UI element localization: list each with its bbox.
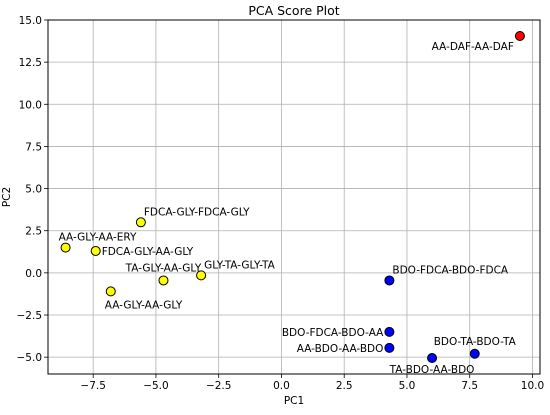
point-label: TA-GLY-AA-GLY bbox=[125, 262, 202, 274]
x-tick-label: −2.5 bbox=[206, 380, 232, 392]
x-tick-label: 2.5 bbox=[336, 380, 353, 392]
point-label: BDO-FDCA-BDO-AA bbox=[282, 327, 384, 339]
data-point-aa-gly-aa-gly bbox=[105, 286, 116, 297]
data-point-bdo-ta-bdo-ta bbox=[469, 348, 480, 359]
plot-frame bbox=[47, 19, 541, 375]
x-tick-label: 7.5 bbox=[461, 380, 478, 392]
y-tick-label: −2.5 bbox=[17, 310, 43, 322]
y-tick-label: 2.5 bbox=[25, 226, 42, 238]
x-axis-label: PC1 bbox=[284, 395, 304, 407]
data-point-ta-gly-aa-gly bbox=[158, 275, 169, 286]
point-label: AA-GLY-AA-GLY bbox=[105, 299, 183, 311]
y-tick-label: 7.5 bbox=[25, 141, 42, 153]
point-label: BDO-FDCA-BDO-FDCA bbox=[392, 264, 509, 276]
data-point-ta-bdo-aa-bdo bbox=[427, 352, 438, 363]
data-point-bdo-fdca-bdo-fdca bbox=[384, 275, 395, 286]
grid bbox=[48, 19, 540, 374]
x-tick-label: 5.0 bbox=[399, 380, 416, 392]
point-label: FDCA-GLY-AA-GLY bbox=[102, 246, 194, 258]
point-label: GLY-TA-GLY-TA bbox=[204, 259, 275, 271]
point-label: FDCA-GLY-FDCA-GLY bbox=[144, 206, 250, 218]
y-tick-label: 15.0 bbox=[19, 15, 42, 27]
x-tick-label: 10.0 bbox=[521, 380, 544, 392]
point-label: AA-DAF-AA-DAF bbox=[432, 41, 514, 53]
y-tick-label: 10.0 bbox=[19, 99, 42, 111]
y-tick-label: 5.0 bbox=[25, 184, 42, 196]
data-point-aa-gly-aa-ery bbox=[60, 242, 71, 253]
data-point-aa-bdo-aa-bdo bbox=[384, 342, 395, 353]
point-label: AA-GLY-AA-ERY bbox=[59, 232, 137, 244]
point-label: AA-BDO-AA-BDO bbox=[297, 343, 384, 355]
data-point-aa-daf-aa-daf bbox=[514, 31, 525, 42]
axis-ticks: −7.5 −5.0 −2.5 0.0 2.5 5.0 7.5 10.0 −5.0 −2.5 0.0 2… bbox=[17, 15, 545, 392]
data-point-bdo-fdca-bdo-aa bbox=[384, 326, 395, 337]
data-point-fdca-gly-aa-gly bbox=[90, 245, 101, 256]
y-tick-label: −5.0 bbox=[17, 352, 43, 364]
y-tick-label: 0.0 bbox=[25, 268, 42, 280]
y-tick-label: 12.5 bbox=[19, 57, 42, 69]
x-tick-label: −5.0 bbox=[143, 380, 169, 392]
y-axis-label: PC2 bbox=[1, 187, 13, 207]
chart-title: PCA Score Plot bbox=[248, 3, 339, 18]
x-tick-label: −7.5 bbox=[80, 380, 106, 392]
x-tick-label: 0.0 bbox=[273, 380, 290, 392]
data-point-fdca-gly-fdca-gly bbox=[135, 217, 146, 228]
data-point-gly-ta-gly-ta bbox=[196, 270, 207, 281]
data-points bbox=[60, 31, 525, 363]
point-labels: AA-DAF-AA-DAF FDCA-GLY-FDCA-GLY AA-GLY-AA-… bbox=[59, 41, 517, 376]
point-label: TA-BDO-AA-BDO bbox=[389, 364, 475, 376]
point-label: BDO-TA-BDO-TA bbox=[434, 336, 517, 348]
